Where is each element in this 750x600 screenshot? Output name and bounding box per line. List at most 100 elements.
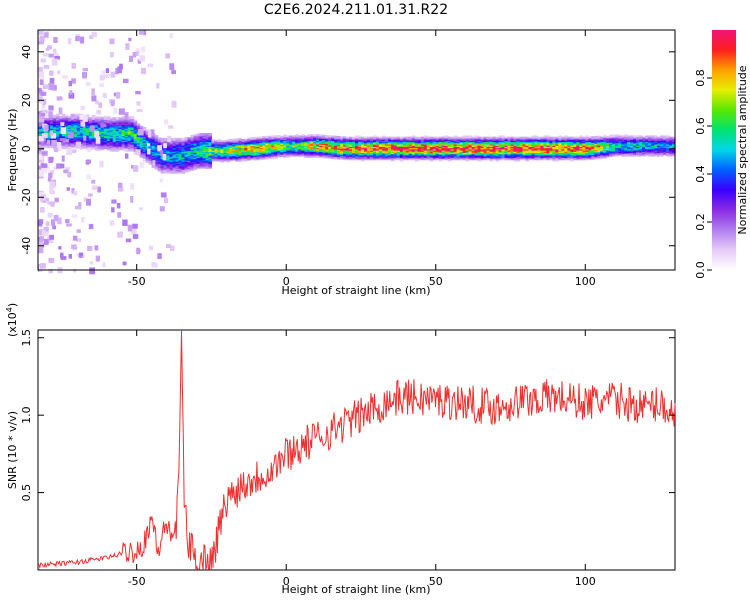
spectrogram-cell [295,137,299,140]
spectrogram-cell [471,156,476,158]
spectrogram-cell [477,154,482,157]
spectrogram-cell [651,147,655,150]
spectrogram-cell [441,152,446,155]
spectrogram-cell [304,153,308,156]
spectrogram-cell [585,157,589,160]
spectrogram-noise-cell [116,202,121,209]
spectrogram-cell [666,145,670,147]
spectrogram-cell [73,123,78,126]
spectrogram-cell [115,130,120,133]
spectrogram-cell [489,146,494,149]
spectrogram-cell [319,155,323,157]
spectrogram-cell [360,143,365,146]
spectrogram-noise-cell [160,150,164,156]
spectrogram-cell [256,156,260,158]
spectrogram-cell [672,145,676,147]
spectrogram-cell [190,160,195,163]
spectrogram-cell [283,146,287,149]
spectrogram-cell [142,133,147,135]
spectrogram-cell [331,141,335,144]
spectrogram-cell [477,150,482,152]
spectrogram-cell [609,151,613,154]
spectrogram-cell [402,157,407,160]
spectrogram-cell [70,129,75,132]
spectrogram-cell [420,139,425,141]
spectrogram-noise-cell [80,36,85,44]
spectrogram-cell [61,116,66,118]
spectrogram-cell [316,156,320,158]
spectrogram-cell [576,146,580,149]
spectrogram-cell [435,152,440,155]
spectrogram-cell [375,141,380,144]
spectrogram-cell [70,140,75,143]
spectrogram-cell [292,146,296,149]
spectrogram-cell [283,147,287,150]
spectrogram-noise-cell [157,253,162,259]
spectrogram-noise-cell [96,136,101,144]
spectrogram-cell [172,169,177,172]
spectrogram-cell [492,157,497,160]
spectrogram-noise-cell [58,145,62,152]
spectrogram-noise-cell [139,55,146,62]
spectrogram-noise-cell [169,33,173,39]
spectrogram-cell [618,148,622,151]
spectrogram-cell [549,151,553,154]
spectrogram-cell [474,150,479,152]
spectrogram-cell [456,148,461,151]
spectrogram-cell [55,119,60,122]
spectrogram-cell [352,146,356,149]
spectrogram-cell [178,163,183,166]
spectrogram-cell [217,153,222,156]
spectrogram-cell [262,141,266,143]
spectrogram-cell [181,151,186,154]
spectrogram-cell [229,159,233,162]
spectrogram-cell [178,146,183,149]
spectrogram-cell [232,153,236,155]
spectrogram-cell [163,139,168,141]
spectrogram-cell [420,152,425,155]
spectrogram-cell [100,137,105,140]
spectrogram-cell [160,165,165,168]
spectrogram-cell [82,131,87,133]
spectrogram-cell [103,117,108,119]
spectrogram-cell [64,141,69,144]
spectrogram-cell [372,148,377,151]
spectrogram-cell [64,117,69,120]
spectrogram-cell [202,146,207,149]
spectrogram-noise-cell [51,140,57,145]
spectrogram-cell [154,148,159,151]
spectrogram-cell [504,151,509,154]
spectrogram-cell [178,142,183,145]
spectrogram-cell [432,137,437,140]
spectrogram-cell [600,152,604,155]
spectrogram-cell [175,143,180,146]
spectrogram-cell [280,148,284,150]
spectrogram-cell [456,145,461,147]
spectrogram-cell [621,145,625,147]
spectrogram-cell [381,152,386,155]
spectrogram-cell [199,153,204,156]
spectrogram-cell [247,155,251,158]
spectrogram-cell [265,146,269,149]
spectrogram-cell [283,151,287,154]
spectrogram-cell [570,151,574,154]
spectrogram-cell [178,159,183,162]
spectrogram-cell [363,154,368,157]
spectrogram-cell [363,157,368,160]
spectrogram-cell [579,154,583,157]
spectrogram-cell [462,139,467,141]
spectrogram-frame [37,29,676,271]
spectrogram-cell [441,137,446,140]
spectrogram-cell [175,141,180,144]
spectrogram-cell [217,158,222,161]
spectrogram-cell [408,153,413,156]
spectrogram-cell [393,152,398,155]
spectrogram-cell [64,128,69,130]
spectrogram-cell [495,151,500,154]
spectrogram-cell [199,145,204,147]
spectrogram-cell [360,140,365,143]
spectrogram-cell [235,154,239,156]
spectrogram-cell [172,143,177,146]
spectrogram-cell [579,153,583,156]
spectrogram-cell [414,136,419,139]
